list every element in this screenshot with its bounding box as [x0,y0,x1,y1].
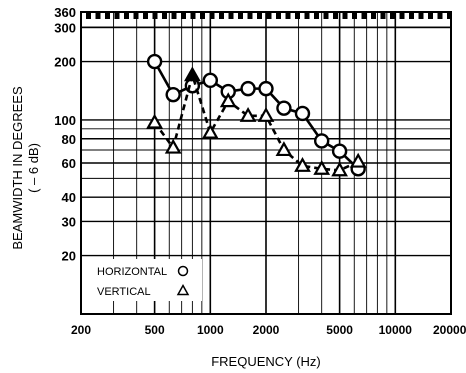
data-point-vertical [201,123,219,139]
top-tick-mark [399,12,405,19]
top-tick-mark [105,12,110,19]
y-axis-label: BEAMWIDTH IN DEGREES [10,86,25,250]
y-tick-label: 60 [62,156,76,171]
data-point-vertical [183,66,201,82]
y-axis-sublabel: ( – 6 dB) [26,143,41,193]
x-axis-label: FREQUENCY (Hz) [211,354,321,369]
legend-marker-circle [177,265,189,277]
data-point-vertical [239,106,257,122]
y-tick-label: 20 [62,249,76,264]
data-point-horizontal [146,53,163,70]
data-point-horizontal [240,80,256,97]
top-tick-mark [266,12,272,19]
top-tick-mark [86,12,91,19]
top-tick-mark [209,12,215,19]
top-tick-mark [162,12,167,19]
y-tick-label: 200 [54,55,76,70]
data-point-horizontal [202,72,219,89]
y-tick-label: 30 [62,214,76,229]
x-tick-labels: 200 500 1000 2000 5000 10000 20000 [71,323,466,337]
data-point-horizontal [276,100,292,116]
top-tick-mark [314,12,319,19]
top-tick-mark [428,12,433,19]
data-point-vertical [294,157,311,172]
top-tick-mark [200,12,205,19]
top-tick-mark [257,12,262,19]
top-tick-mark [228,12,234,19]
legend-label-horizontal: HORIZONTAL [97,266,167,278]
x-tick-label: 1000 [197,323,224,337]
top-tick-mark [323,12,329,19]
top-tick-mark [114,12,120,19]
data-point-horizontal [165,86,181,103]
top-tick-mark [95,12,101,19]
series-layer [146,53,367,177]
top-tick-mark [390,12,395,19]
top-tick-mark [361,12,367,19]
top-tick-mark [285,12,291,19]
data-point-vertical [275,141,293,157]
x-tick-label: 500 [145,323,165,337]
top-tick-mark [447,12,452,19]
top-tick-mark [133,12,139,19]
x-tick-label: 2000 [253,323,280,337]
top-tick-mark [352,12,357,19]
data-point-horizontal [258,80,274,97]
x-tick-label: 20000 [433,323,466,337]
top-tick-mark [238,12,243,19]
x-tick-label: 10000 [379,323,413,337]
plot-frame [80,11,452,315]
top-tick-mark [342,12,348,19]
y-tick-label: 300 [54,20,76,35]
top-tick-mark [380,12,386,19]
top-tick-mark [219,12,224,19]
data-point-vertical [219,92,237,108]
data-point-horizontal [294,105,311,122]
top-tick-mark [371,12,376,19]
top-tick-mark [247,12,253,19]
legend: HORIZONTAL VERTICAL [90,259,202,301]
top-tick-mark [418,12,424,19]
top-tick-mark [152,12,158,19]
top-tick-mark [171,12,177,19]
top-tick-mark [181,12,186,19]
legend-label-vertical: VERTICAL [97,286,151,298]
y-tick-label: 40 [62,190,76,205]
top-tick-mark [409,12,414,19]
top-tick-mark [190,12,196,19]
data-point-vertical [164,138,182,154]
data-point-vertical [146,113,164,129]
x-tick-label: 5000 [326,323,353,337]
top-tick-mark [295,12,300,19]
top-tick-mark [124,12,129,19]
top-tick-mark [304,12,310,19]
data-point-vertical [257,106,275,122]
y-tick-label: 80 [62,132,76,147]
data-point-vertical [331,161,349,177]
data-point-horizontal [331,143,348,159]
top-tick-mark [333,12,338,19]
x-tick-label: 200 [71,323,91,337]
top-tick-marks [86,12,452,19]
top-tick-mark [437,12,443,19]
y-tick-label: 100 [54,113,76,128]
data-point-vertical [349,152,367,168]
data-point-vertical [313,159,331,175]
legend-marker-triangle [176,283,190,296]
top-tick-mark [143,12,148,19]
y-tick-label: 360 [54,5,76,20]
data-point-horizontal [313,133,330,149]
top-tick-mark [276,12,281,19]
